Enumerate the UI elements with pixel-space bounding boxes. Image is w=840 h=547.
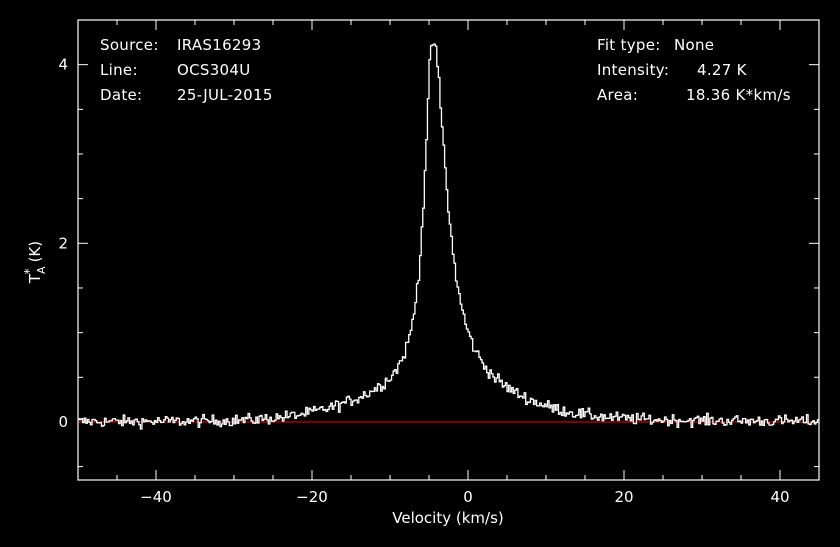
x-axis-label: Velocity (km/s) — [392, 509, 503, 527]
x-tick-label: 40 — [770, 488, 789, 506]
y-axis-label-unit: (K) — [26, 241, 44, 263]
date-value: 25-JUL-2015 — [177, 86, 273, 104]
plot-frame — [77, 19, 820, 481]
y-axis-label: TA* (K) — [22, 241, 48, 284]
x-tick-label: 20 — [614, 488, 633, 506]
svg-text:TA*(K): TA* (K) — [22, 241, 48, 284]
area-label: Area: — [597, 86, 639, 104]
intensity-value: 4.27 K — [697, 61, 747, 79]
x-tick-label: 0 — [463, 488, 473, 506]
y-tick-label: 2 — [58, 234, 68, 252]
y-tick-label: 4 — [58, 56, 68, 74]
y-axis-label-main: T — [26, 273, 44, 284]
x-tick-label: −40 — [140, 488, 172, 506]
y-tick-label: 0 — [58, 413, 68, 431]
fit-type-label: Fit type: — [597, 36, 661, 54]
spectrum-line — [78, 43, 819, 430]
line-value: OCS304U — [177, 61, 251, 79]
area-value: 18.36 K*km/s — [686, 86, 791, 104]
date-label: Date: — [100, 86, 143, 104]
source-label: Source: — [100, 36, 159, 54]
tick-labels: −40 −20 0 20 40 0 2 4 — [58, 56, 789, 506]
y-axis-label-sup: * — [22, 268, 36, 274]
intensity-label: Intensity: — [597, 61, 670, 79]
x-tick-label: −20 — [296, 488, 328, 506]
line-label: Line: — [100, 61, 138, 79]
source-value: IRAS16293 — [177, 36, 262, 54]
fit-type-value: None — [674, 36, 715, 54]
y-axis-label-sub: A — [35, 266, 48, 274]
